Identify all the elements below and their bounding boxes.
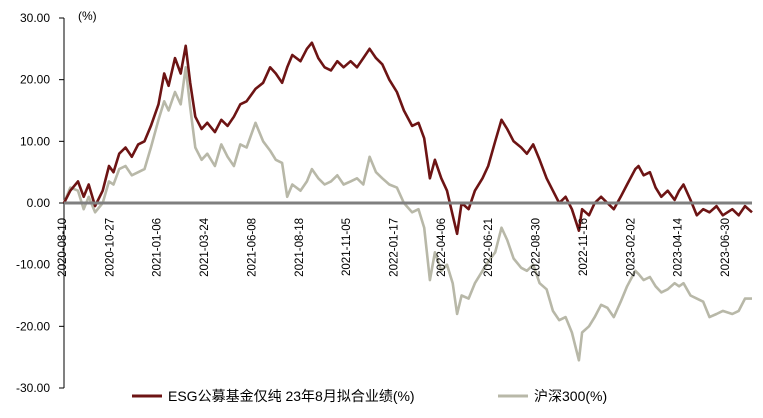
y-tick-label: 30.00 bbox=[20, 11, 50, 25]
x-tick-label: 2023-02-02 bbox=[625, 218, 637, 277]
x-tick-label: 2022-04-06 bbox=[436, 218, 448, 277]
x-tick-label: 2021-08-18 bbox=[294, 218, 306, 277]
x-tick-label: 2022-01-17 bbox=[389, 218, 401, 277]
y-tick-label: 0.00 bbox=[27, 196, 51, 210]
y-tick-label: -10.00 bbox=[16, 258, 50, 272]
y-axis: 30.00 20.00 10.00 0.00 -10.00 -20.00 -30.00 bbox=[16, 11, 65, 395]
legend-label-0: ESG公募基金仅纯 23年8月拟合业绩(%) bbox=[168, 388, 415, 404]
x-tick-label: 2021-11-05 bbox=[341, 218, 353, 276]
legend-label-1: 沪深300(%) bbox=[534, 388, 607, 404]
x-tick-label: 2022-11-16 bbox=[578, 218, 590, 276]
series-layer bbox=[62, 41, 753, 362]
x-tick-label: 2023-04-14 bbox=[673, 217, 685, 276]
x-tick-label: 2021-01-06 bbox=[152, 218, 164, 277]
x-tick-label: 2023-06-30 bbox=[720, 218, 732, 277]
y-unit-label: (%) bbox=[78, 9, 97, 23]
y-tick-label: 10.00 bbox=[20, 134, 50, 148]
y-tick-label: -30.00 bbox=[16, 381, 50, 395]
y-tick-label: 20.00 bbox=[20, 73, 50, 87]
legend: ESG公募基金仅纯 23年8月拟合业绩(%) 沪深300(%) bbox=[132, 388, 607, 404]
x-tick-label: 2020-10-27 bbox=[104, 218, 116, 277]
series-line-0 bbox=[62, 41, 753, 236]
x-tick-label: 2022-08-30 bbox=[531, 218, 543, 277]
x-tick-label: 2022-06-21 bbox=[483, 218, 495, 277]
x-axis-tick-labels: 2020-08-10 2020-10-27 2021-01-06 2021-03-24… bbox=[57, 217, 732, 276]
y-tick-label: -20.00 bbox=[16, 319, 50, 333]
x-tick-label: 2021-03-24 bbox=[199, 217, 211, 276]
x-tick-label: 2020-08-10 bbox=[57, 218, 69, 277]
series-line-1 bbox=[62, 66, 752, 362]
x-tick-label: 2021-06-08 bbox=[246, 218, 258, 277]
